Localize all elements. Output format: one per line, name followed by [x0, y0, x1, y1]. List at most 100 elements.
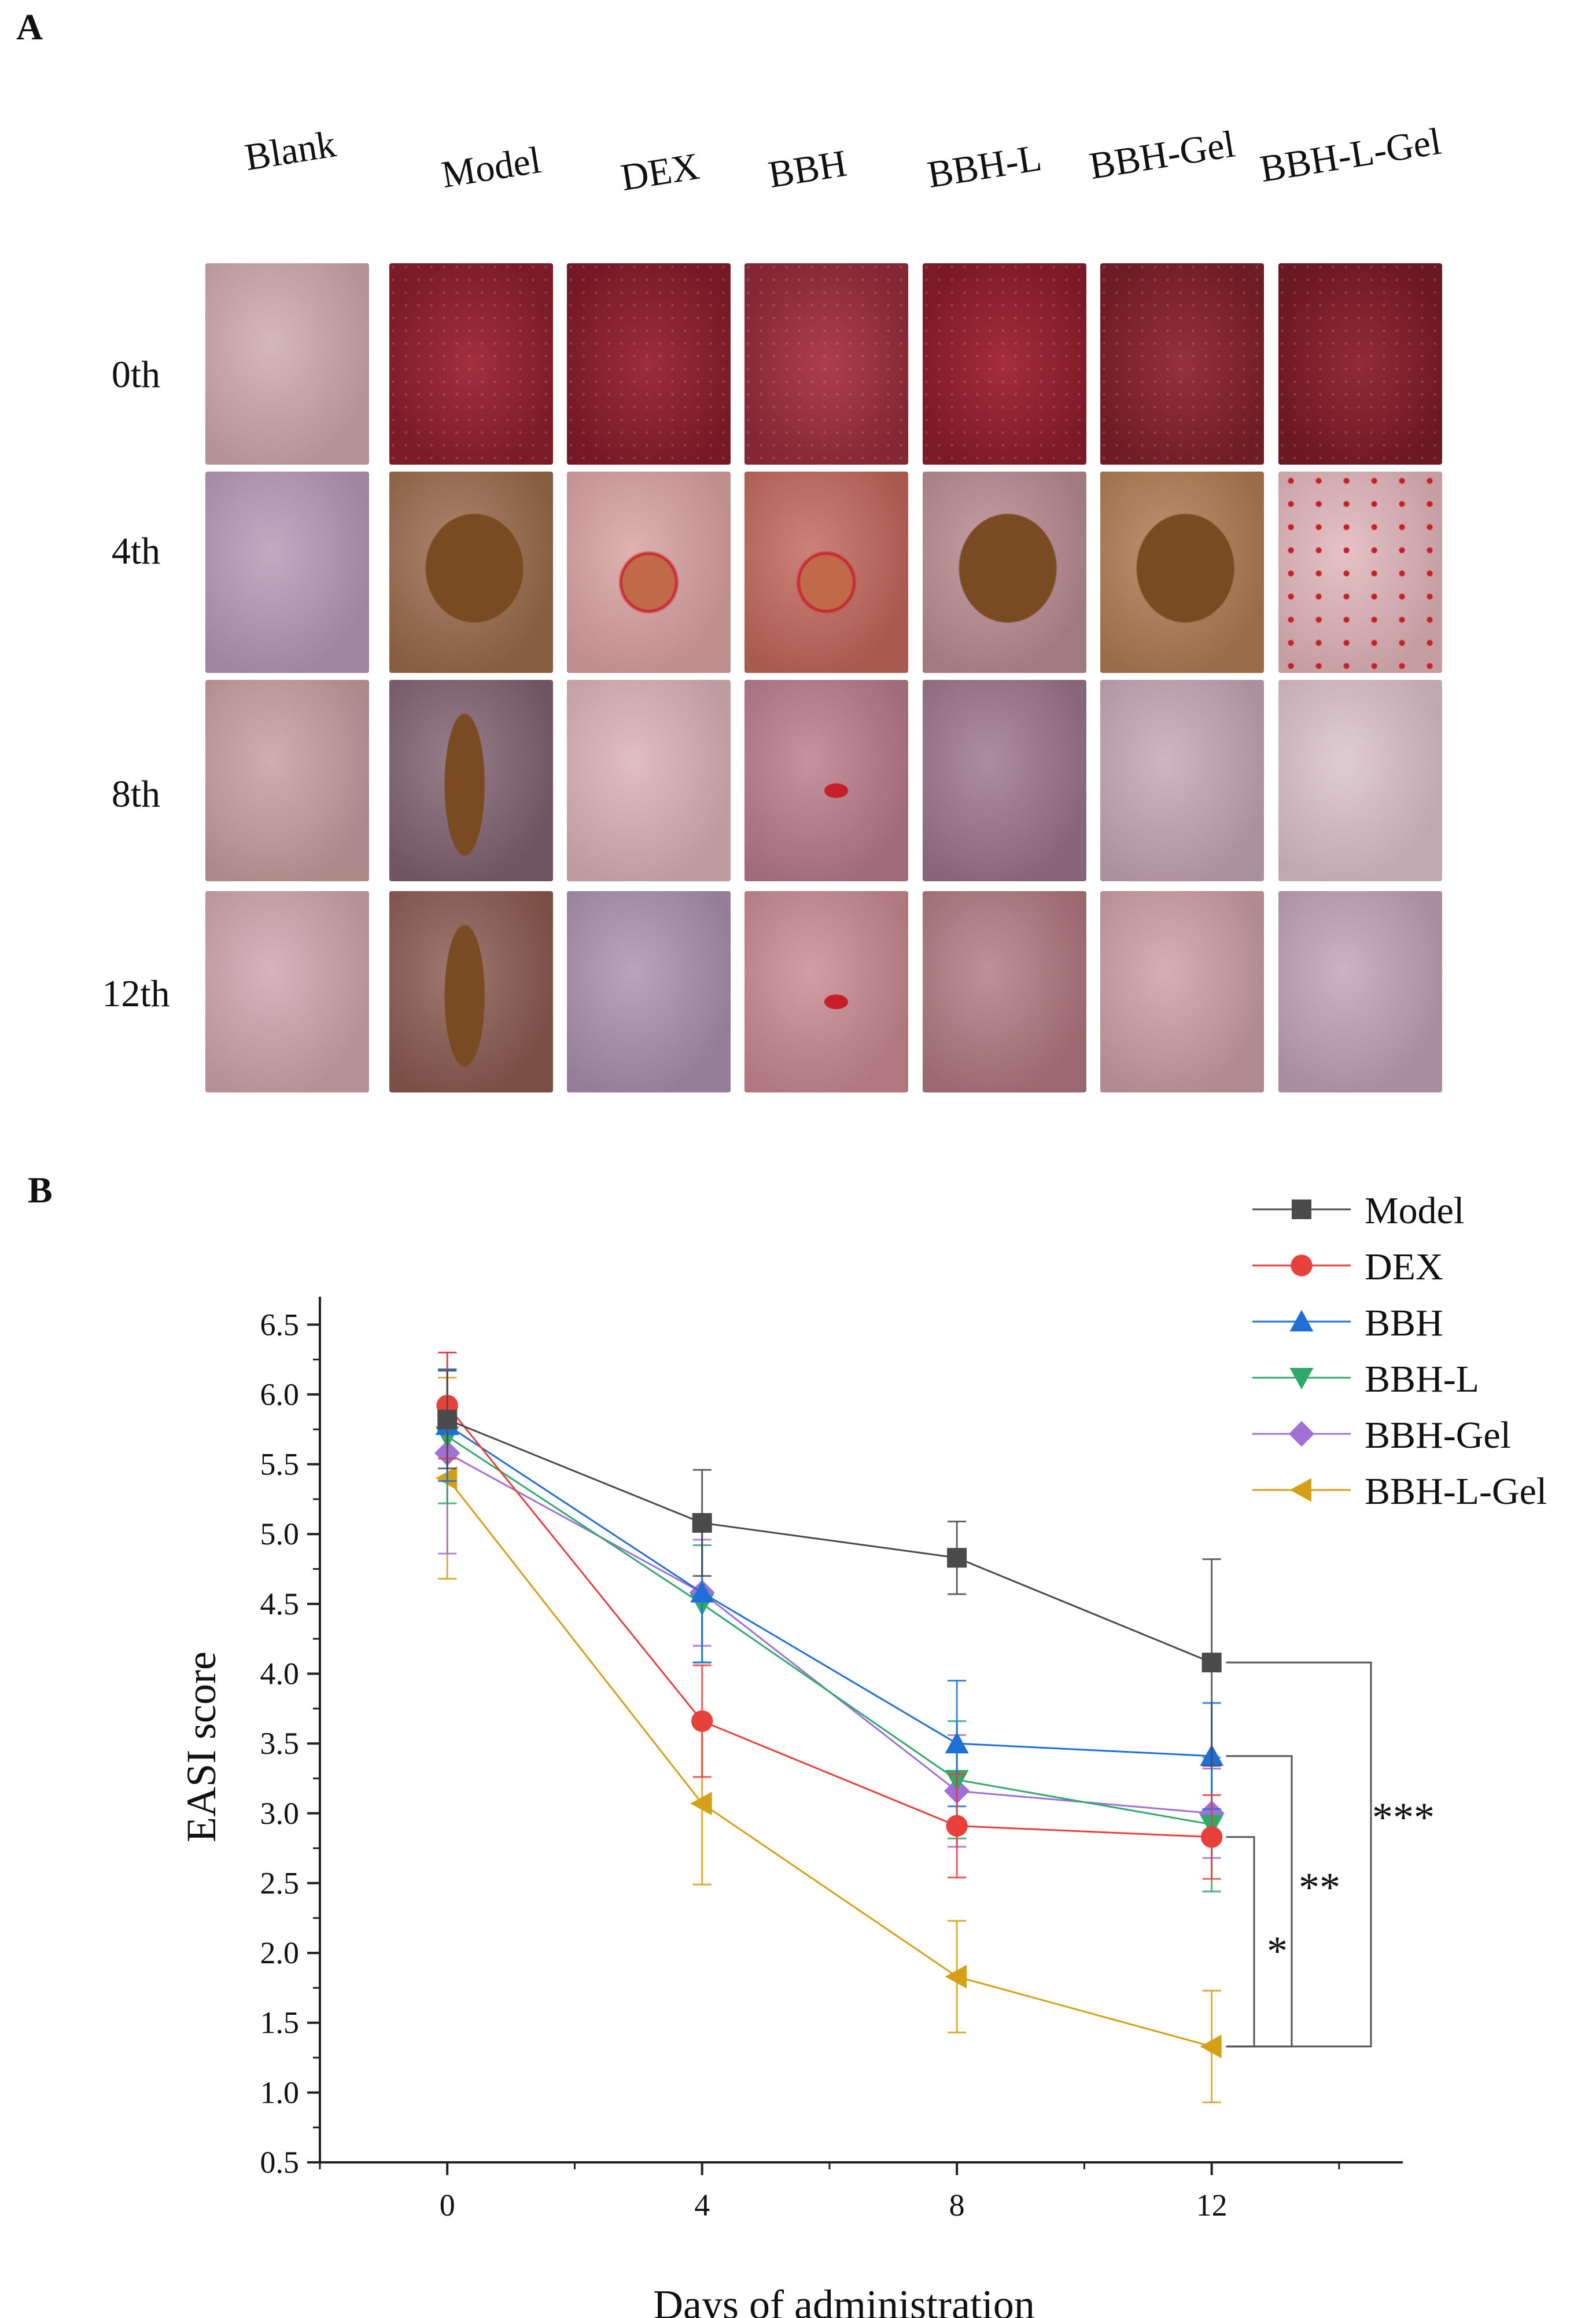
skin-photo-model-8th: [389, 680, 553, 881]
panel-b-label: B: [28, 1169, 53, 1210]
y-tick-label: 2.0: [260, 1936, 300, 1970]
skin-photo-bbh-l-12th: [923, 891, 1086, 1092]
bracket-line: [1226, 1836, 1255, 2048]
x-tick-label: 0: [440, 2188, 455, 2223]
column-label-model: Model: [438, 138, 544, 197]
legend-label: Model: [1365, 1190, 1464, 1232]
legend-marker: [1289, 1368, 1314, 1390]
legend-label: BBH-L: [1365, 1358, 1479, 1400]
y-tick-label: 6.5: [260, 1307, 300, 1342]
series-bbh-l: [435, 1368, 1224, 1893]
data-point: [947, 1548, 967, 1568]
series-model: [437, 1370, 1222, 1767]
legend-entry-bbh-l-gel: BBH-L-Gel: [1252, 1470, 1547, 1513]
y-tick-label: 3.5: [260, 1726, 300, 1761]
legend-entry-bbh-l: BBH-L: [1252, 1358, 1479, 1400]
skin-photo-bbh-l-0th: [923, 263, 1086, 465]
data-point: [1201, 1653, 1222, 1673]
legend-label: BBH-Gel: [1365, 1414, 1511, 1456]
y-tick-label: 3.0: [260, 1796, 300, 1831]
skin-photo-dex-0th: [567, 263, 731, 465]
skin-photo-bbh-gel-4th: [1100, 472, 1264, 673]
skin-photo-dex-4th: [567, 472, 731, 673]
row-label-8th: 8th: [111, 773, 161, 815]
skin-photo-bbh-gel-12th: [1100, 891, 1264, 1092]
skin-photo-dex-12th: [567, 891, 731, 1092]
data-point: [435, 1466, 458, 1491]
legend-entry-dex: DEX: [1252, 1246, 1443, 1288]
y-tick-label: 2.5: [260, 1866, 300, 1900]
skin-photo-blank-0th: [205, 263, 369, 465]
y-tick-label: 4.0: [260, 1656, 300, 1691]
row-label-0th: 0th: [111, 354, 161, 396]
data-point: [1200, 2034, 1222, 2059]
legend-entry-model: Model: [1252, 1190, 1464, 1232]
skin-photo-model-0th: [389, 263, 553, 465]
column-label-blank: Blank: [242, 123, 339, 179]
easi-line-chart: 0.5 1.0 1.5 2.0 2.5 3.0 3.5 4.0 4.5 5.0 5.5 6.0 6.5 0…: [178, 1190, 1547, 2318]
series-bbh-l-gel: [435, 1377, 1222, 2103]
y-tick-label: 0.5: [260, 2145, 300, 2180]
skin-photo-model-12th: [389, 891, 553, 1092]
legend-marker: [1288, 1421, 1315, 1447]
series-line: [447, 1405, 1212, 1838]
data-point: [690, 1791, 712, 1816]
data-point: [692, 1513, 712, 1533]
skin-photo-bbh-l-gel-8th: [1278, 680, 1442, 881]
skin-photo-bbh-gel-8th: [1100, 680, 1264, 881]
skin-photo-bbh-l-gel-12th: [1278, 891, 1442, 1092]
data-point: [945, 1731, 969, 1754]
series-line: [447, 1436, 1212, 1826]
legend-label: BBH: [1365, 1302, 1443, 1344]
series-line: [447, 1477, 1212, 2048]
significance-label: **: [1299, 1864, 1340, 1911]
legend-marker: [1289, 1478, 1311, 1502]
x-tick-label: 4: [694, 2188, 710, 2223]
y-tick-label: 1.5: [260, 2006, 300, 2040]
panel-a: A Blank Model DEX BBH BBH-L BBH-Gel BBH-L-Gel …: [0, 0, 1596, 1099]
data-point: [437, 1410, 458, 1430]
column-label-bbh-l-gel: BBH-L-Gel: [1257, 120, 1444, 191]
significance-bracket: ***: [1226, 1661, 1435, 2048]
significance-label: *: [1267, 1928, 1288, 1974]
legend-label: BBH-L-Gel: [1365, 1470, 1547, 1513]
skin-photo-model-4th: [389, 472, 553, 673]
legend-label: DEX: [1365, 1246, 1443, 1288]
column-label-bbh-l: BBH-L: [924, 136, 1045, 197]
bracket-line: [1226, 1661, 1372, 2048]
significance-brackets: ******: [1226, 1661, 1435, 2048]
significance-label: ***: [1372, 1794, 1435, 1841]
skin-photo-bbh-0th: [744, 263, 908, 465]
skin-photo-blank-4th: [205, 472, 369, 673]
legend-marker: [1291, 1254, 1313, 1276]
column-label-dex: DEX: [618, 145, 702, 200]
skin-photo-bbh-8th: [744, 680, 908, 881]
skin-photo-bbh-l-gel-4th: [1278, 472, 1442, 673]
panel-a-label: A: [16, 6, 43, 47]
skin-photo-bbh-l-gel-0th: [1278, 263, 1442, 465]
skin-photo-bbh-gel-0th: [1100, 263, 1264, 465]
column-label-bbh-gel: BBH-Gel: [1086, 123, 1238, 188]
series-bbh: [435, 1368, 1224, 1811]
skin-photo-bbh-l-4th: [923, 472, 1086, 673]
row-label-4th: 4th: [111, 530, 161, 572]
skin-photo-dex-8th: [567, 680, 731, 881]
series-line: [447, 1452, 1212, 1815]
skin-photo-bbh-4th: [744, 472, 908, 673]
significance-bracket: **: [1226, 1755, 1340, 2048]
data-point: [945, 1964, 967, 1989]
y-axis-title: EASI score: [178, 1651, 224, 1842]
legend-marker: [1292, 1200, 1311, 1219]
y-tick-label: 5.5: [260, 1447, 300, 1482]
y-tick-label: 5.0: [260, 1517, 300, 1551]
chart-series: [434, 1352, 1225, 2103]
data-point: [691, 1710, 713, 1732]
column-label-bbh: BBH: [765, 142, 850, 197]
y-tick-label: 1.0: [260, 2075, 300, 2110]
y-tick-label: 4.5: [260, 1587, 300, 1621]
data-point: [690, 1581, 714, 1603]
skin-photo-blank-8th: [205, 680, 369, 881]
data-point: [1200, 1826, 1223, 1848]
skin-photo-blank-12th: [205, 891, 369, 1092]
skin-photo-bbh-12th: [744, 891, 908, 1092]
